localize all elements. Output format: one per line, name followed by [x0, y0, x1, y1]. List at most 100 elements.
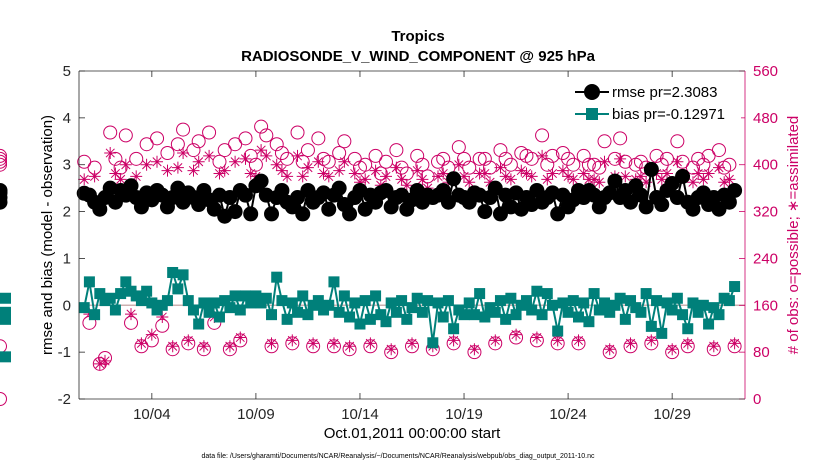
- bias-point: [390, 306, 402, 318]
- y-tick-label: 0: [63, 297, 71, 314]
- assimilated-obs-point: [432, 170, 444, 183]
- possible-obs-point: [290, 125, 305, 140]
- bias-point: [635, 306, 647, 318]
- bias-point: [625, 295, 637, 307]
- possible-obs-point: [0, 148, 7, 163]
- assimilated-obs-point: [286, 334, 299, 347]
- possible-obs-point: [254, 119, 269, 134]
- assimilated-obs-point: [530, 331, 543, 344]
- y2-tick-label: 480: [753, 110, 778, 127]
- bias-point: [448, 323, 460, 335]
- bias-point: [562, 306, 574, 318]
- rmse-point: [446, 171, 462, 187]
- possible-obs-point: [581, 157, 596, 172]
- bias-point: [573, 311, 584, 323]
- possible-obs-point: [0, 154, 7, 169]
- bias-point: [229, 290, 241, 302]
- bias-point: [141, 285, 153, 297]
- bias-point: [297, 290, 309, 302]
- possible-obs-point: [685, 160, 700, 175]
- possible-obs-point: [633, 154, 648, 169]
- bias-point: [437, 311, 449, 323]
- assimilated-obs-point: [218, 164, 231, 177]
- assimilated-obs-point: [598, 155, 611, 168]
- possible-obs-point: [436, 151, 451, 166]
- bias-point: [312, 295, 324, 307]
- possible-obs-point: [118, 128, 133, 143]
- possible-obs-point: [259, 128, 274, 143]
- possible-obs-point: [576, 148, 591, 163]
- bias-point: [411, 292, 423, 304]
- bias-point: [182, 295, 194, 307]
- possible-obs-point: [451, 140, 466, 155]
- assimilated-obs-point: [713, 161, 725, 174]
- assimilated-obs-point: [140, 158, 153, 171]
- bias-point: [677, 309, 689, 321]
- assimilated-obs-point: [130, 170, 143, 183]
- possible-obs-point: [415, 157, 430, 172]
- assimilated-obs-point: [551, 334, 564, 347]
- possible-obs-point: [202, 125, 217, 140]
- assimilated-obs-point: [275, 164, 288, 177]
- bias-point: [614, 292, 626, 304]
- possible-obs-point: [129, 151, 144, 166]
- bias-point: [458, 309, 470, 321]
- rmse-point: [227, 204, 243, 220]
- y-axis-label: rmse and bias (model - observation): [39, 115, 56, 355]
- bias-point: [234, 304, 246, 316]
- assimilated-obs-point: [354, 176, 366, 189]
- bias-point: [172, 283, 184, 295]
- possible-obs-point: [332, 146, 347, 160]
- chart-subtitle: RADIOSONDE_V_WIND_COMPONENT @ 925 hPa: [241, 48, 596, 65]
- assimilated-obs-point: [301, 161, 314, 174]
- rmse-point: [654, 197, 670, 213]
- assimilated-obs-point: [624, 337, 637, 350]
- assimilated-obs-point: [239, 152, 252, 165]
- bias-point: [240, 290, 251, 302]
- possible-obs-point: [493, 143, 508, 158]
- bias-point: [177, 269, 189, 281]
- assimilated-obs-point: [671, 155, 684, 168]
- bias-point: [500, 313, 512, 325]
- assimilated-obs-point: [681, 337, 694, 350]
- rmse-point: [0, 194, 8, 210]
- assimilated-obs-point: [593, 176, 606, 189]
- assimilated-obs-point: [489, 334, 502, 347]
- possible-obs-point: [274, 146, 289, 160]
- assimilated-obs-point: [135, 337, 148, 350]
- possible-obs-point: [108, 151, 123, 166]
- possible-obs-point: [410, 148, 425, 163]
- bias-point: [323, 299, 335, 311]
- assimilated-obs-point: [270, 158, 283, 171]
- possible-obs-point: [691, 151, 706, 166]
- bias-point: [703, 318, 715, 330]
- assimilated-obs-point: [88, 170, 101, 183]
- assimilated-obs-point: [458, 170, 470, 183]
- bias-point: [489, 306, 501, 318]
- possible-obs-point: [139, 137, 154, 152]
- possible-obs-point: [77, 154, 92, 169]
- bias-point: [723, 295, 735, 307]
- possible-obs-point: [457, 151, 472, 166]
- rmse-point: [477, 204, 493, 220]
- bias-point: [344, 311, 356, 323]
- bias-point: [276, 295, 288, 307]
- assimilated-obs-point: [156, 311, 169, 323]
- assimilated-obs-point: [504, 173, 517, 186]
- possible-obs-point: [0, 339, 7, 354]
- bias-point: [354, 318, 366, 330]
- rmse-point: [92, 201, 108, 217]
- bias-point: [94, 288, 106, 300]
- bias-point: [708, 302, 720, 314]
- bias-point: [375, 309, 387, 321]
- bias-point: [0, 313, 11, 325]
- possible-obs-point: [243, 148, 258, 163]
- possible-obs-point: [238, 131, 253, 146]
- assimilated-obs-point: [223, 340, 236, 353]
- legend-bias-label: bias pr=-0.12971: [612, 106, 725, 123]
- assimilated-obs-point: [437, 167, 450, 180]
- y2-tick-label: 160: [753, 297, 778, 314]
- bias-point: [442, 295, 454, 307]
- bias-point: [552, 325, 564, 337]
- assimilated-obs-point: [634, 170, 647, 183]
